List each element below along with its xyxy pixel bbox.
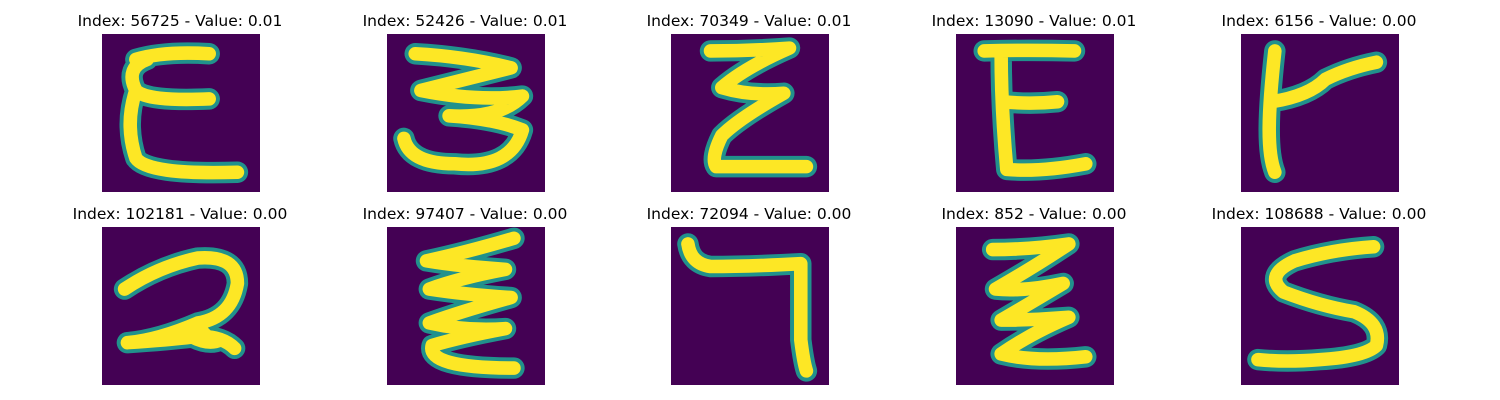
digit-image	[102, 227, 260, 385]
digit-image	[671, 227, 829, 385]
digit-panel-5: Index: 6156 - Value: 0.00	[1169, 11, 1469, 201]
digit-panel-2: Index: 52426 - Value: 0.01	[315, 11, 615, 201]
panel-title: Index: 97407 - Value: 0.00	[362, 205, 568, 223]
panel-title: Index: 13090 - Value: 0.01	[931, 12, 1137, 30]
panel-title: Index: 108688 - Value: 0.00	[1211, 205, 1427, 223]
panel-title: Index: 56725 - Value: 0.01	[77, 12, 283, 30]
digit-panel-6: Index: 102181 - Value: 0.00	[30, 204, 330, 394]
panel-title: Index: 102181 - Value: 0.00	[72, 205, 288, 223]
panel-title: Index: 6156 - Value: 0.00	[1221, 12, 1417, 30]
digit-panel-1: Index: 56725 - Value: 0.01	[30, 11, 330, 201]
panel-title: Index: 852 - Value: 0.00	[941, 205, 1127, 223]
digit-panel-8: Index: 72094 - Value: 0.00	[599, 204, 899, 394]
digit-image	[671, 34, 829, 192]
panel-title: Index: 52426 - Value: 0.01	[362, 12, 568, 30]
digit-image	[387, 34, 545, 192]
digit-panel-7: Index: 97407 - Value: 0.00	[315, 204, 615, 394]
panel-title: Index: 72094 - Value: 0.00	[646, 205, 852, 223]
digit-image	[956, 34, 1114, 192]
digit-image	[1241, 34, 1399, 192]
digit-image	[1241, 227, 1399, 385]
digit-image	[102, 34, 260, 192]
digit-panel-4: Index: 13090 - Value: 0.01	[884, 11, 1184, 201]
digit-image	[387, 227, 545, 385]
digit-panel-9: Index: 852 - Value: 0.00	[884, 204, 1184, 394]
panel-title: Index: 70349 - Value: 0.01	[646, 12, 852, 30]
digit-panel-10: Index: 108688 - Value: 0.00	[1169, 204, 1469, 394]
digit-image	[956, 227, 1114, 385]
digit-panel-3: Index: 70349 - Value: 0.01	[599, 11, 899, 201]
